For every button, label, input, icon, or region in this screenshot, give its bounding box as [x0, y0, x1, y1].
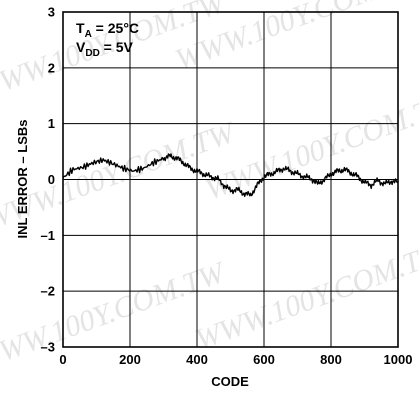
x-tick-label: 1000 [384, 352, 413, 367]
y-tick-labels: 3 2 1 0 –1 –2 –3 [41, 5, 55, 355]
x-tick-label: 0 [59, 352, 66, 367]
series-layer [62, 153, 399, 198]
x-axis-title: CODE [211, 374, 249, 389]
condition-line: TA = 25°C [76, 20, 139, 40]
y-tick-label: 1 [48, 116, 55, 131]
x-tick-label: 600 [253, 352, 275, 367]
x-tick-labels: 0 200 400 600 800 1000 [59, 352, 412, 367]
y-tick-label: 2 [48, 60, 55, 75]
y-tick-label: 3 [48, 5, 55, 20]
x-tick-label: 400 [186, 352, 208, 367]
plot-frame [62, 11, 399, 348]
condition-line: VDD = 5V [76, 39, 134, 59]
watermark-text-6: WWW.100Y.COM.TW [191, 235, 419, 357]
series-line-0 [62, 153, 399, 198]
y-tick-label: –3 [41, 340, 55, 355]
x-tick-label: 800 [320, 352, 342, 367]
y-axis-title: INL ERROR – LSBs [15, 120, 30, 239]
y-tick-label: –2 [41, 284, 55, 299]
y-tick-label: –1 [41, 228, 55, 243]
y-tick-label: 0 [48, 172, 55, 187]
x-tick-label: 200 [119, 352, 141, 367]
